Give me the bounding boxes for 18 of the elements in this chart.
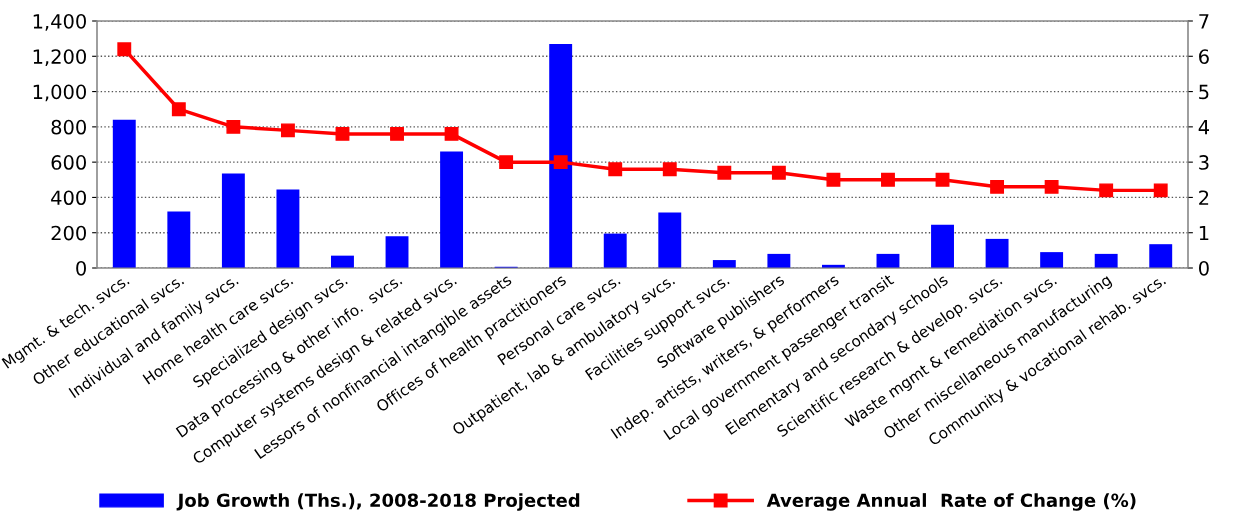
- y2-tick-label: 6: [1199, 49, 1209, 64]
- y2-tick-label: 2: [1199, 190, 1209, 205]
- y2-tick-label: 5: [1199, 84, 1209, 100]
- y-tick-label: 0: [76, 260, 86, 276]
- y-tick-label: 1,000: [33, 84, 86, 102]
- legend-label: Average Annual Rate of Change (%): [766, 493, 1136, 511]
- y-tick-label: 400: [51, 190, 86, 206]
- y-tick-label: 1,200: [33, 49, 86, 66]
- y2-tick-label: 1: [1199, 225, 1209, 241]
- y-tick-label: 200: [51, 225, 86, 241]
- y2-tick-label: 0: [1199, 260, 1209, 276]
- y-tick-label: 600: [51, 155, 86, 170]
- y-tick-label: 800: [51, 119, 86, 135]
- y2-tick-label: 4: [1198, 120, 1209, 135]
- y-tick-label: 1,400: [33, 13, 86, 31]
- y2-tick-label: 3: [1199, 155, 1209, 170]
- y2-tick-label: 7: [1199, 14, 1209, 29]
- legend-label: Job Growth (Ths.), 2008-2018 Projected: [176, 493, 580, 511]
